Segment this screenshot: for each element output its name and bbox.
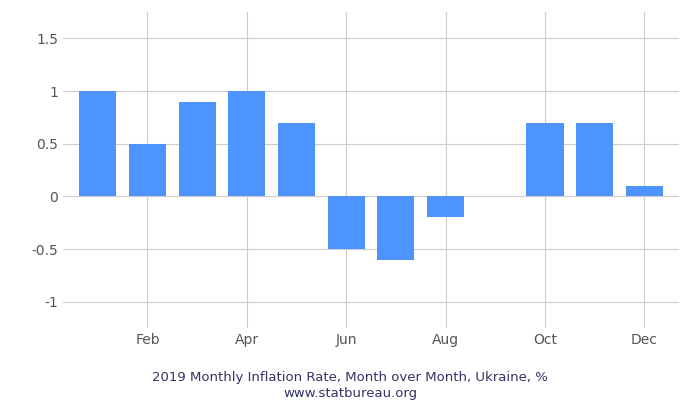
Bar: [278, 122, 315, 196]
Bar: [129, 144, 166, 196]
Bar: [377, 196, 414, 260]
Text: 2019 Monthly Inflation Rate, Month over Month, Ukraine, %: 2019 Monthly Inflation Rate, Month over …: [152, 372, 548, 384]
Bar: [328, 196, 365, 249]
Bar: [526, 122, 564, 196]
Bar: [79, 91, 116, 196]
Bar: [228, 91, 265, 196]
Bar: [576, 122, 613, 196]
Text: www.statbureau.org: www.statbureau.org: [283, 388, 417, 400]
Bar: [427, 196, 464, 218]
Bar: [178, 102, 216, 196]
Bar: [626, 186, 663, 196]
